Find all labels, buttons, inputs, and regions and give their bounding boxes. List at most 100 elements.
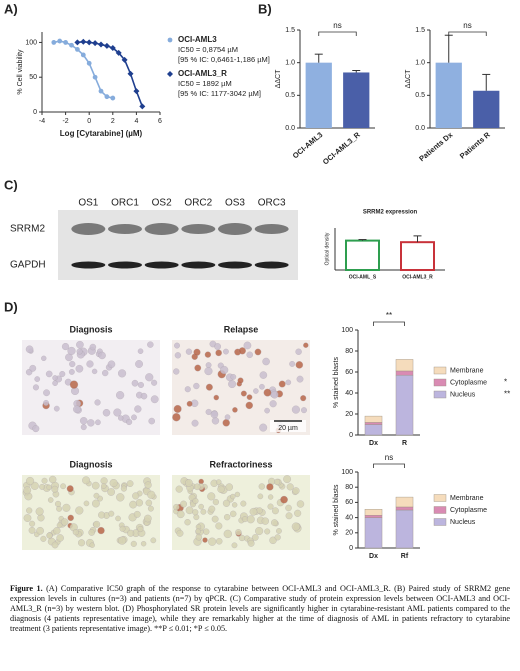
cell <box>261 517 269 525</box>
cell <box>53 405 60 412</box>
significance-bracket <box>373 321 405 326</box>
legend-label: OCI-AML3 <box>178 35 217 44</box>
legend-swatch <box>433 366 447 375</box>
series-line <box>53 40 113 99</box>
y-tick-label: 0.5 <box>415 92 425 99</box>
cell <box>53 527 61 535</box>
bar-segment <box>395 509 414 549</box>
y-tick-label: 1.5 <box>415 27 425 34</box>
cell <box>253 388 259 394</box>
cell <box>223 514 231 521</box>
cell <box>92 499 100 508</box>
point <box>57 38 63 44</box>
cell <box>76 348 83 355</box>
x-tick-label: Patients R <box>458 130 492 161</box>
cell <box>66 485 74 493</box>
cell <box>94 399 101 406</box>
cell <box>29 364 37 372</box>
cell <box>300 395 307 402</box>
cell <box>295 348 302 355</box>
cell <box>23 514 32 522</box>
y-tick-label: 60 <box>345 499 353 506</box>
cell <box>301 407 307 414</box>
blot-band <box>181 261 216 269</box>
blot-background <box>58 210 298 280</box>
cell <box>270 390 279 399</box>
x-tick-label: Dx <box>369 440 378 447</box>
cell <box>228 380 237 389</box>
cell <box>255 526 264 536</box>
x-tick-label: OCI-AML3_R <box>321 130 362 167</box>
point <box>80 38 87 45</box>
blot-lane-label: ORC2 <box>184 198 212 209</box>
y-tick-label: 0.5 <box>285 92 295 99</box>
annotation: ns <box>385 453 393 462</box>
cell <box>174 352 182 359</box>
cell <box>61 343 70 351</box>
y-tick-label: 40 <box>345 390 353 397</box>
cell <box>69 380 79 389</box>
cell <box>131 379 139 387</box>
cell <box>32 425 40 433</box>
cell <box>222 499 231 507</box>
cell <box>286 483 294 491</box>
cell <box>25 476 35 486</box>
cell <box>120 485 127 492</box>
legend-swatch <box>433 378 447 387</box>
cell <box>208 537 217 546</box>
cell <box>211 515 219 523</box>
cell <box>230 493 236 500</box>
cell <box>269 536 277 545</box>
y-tick-label: 1.5 <box>285 27 295 34</box>
cell <box>28 526 36 534</box>
cell <box>231 542 238 549</box>
cell <box>274 534 281 541</box>
x-tick-label: OCI-AML3_R <box>402 274 433 280</box>
point <box>86 39 93 46</box>
cell <box>26 507 33 514</box>
point <box>98 88 104 94</box>
cell <box>214 343 221 350</box>
cell <box>215 479 222 485</box>
cell <box>292 487 300 495</box>
cell <box>56 534 64 542</box>
x-tick-label: 6 <box>158 118 162 125</box>
cell <box>147 505 154 512</box>
caption-label: Figure 1. <box>10 584 43 593</box>
cell <box>198 503 204 510</box>
point <box>115 49 122 56</box>
point <box>98 41 104 48</box>
point <box>121 56 128 63</box>
cell <box>205 362 212 369</box>
x-tick-label: -2 <box>62 118 68 125</box>
x-tick-label: OCI-AML3 <box>291 130 325 160</box>
blot-lane-label: OS2 <box>152 198 172 209</box>
cell <box>224 414 231 420</box>
cell <box>52 375 58 381</box>
cell <box>89 343 97 351</box>
bar-segment <box>395 370 414 376</box>
cell <box>259 371 268 379</box>
cell <box>267 494 274 500</box>
cell <box>47 497 54 503</box>
cell <box>193 348 201 356</box>
cell <box>109 479 118 487</box>
cell <box>147 341 154 348</box>
cell <box>271 519 278 527</box>
cell <box>40 535 47 542</box>
point <box>92 74 98 80</box>
micrograph-title: Relapse <box>224 324 259 334</box>
cell <box>184 519 191 526</box>
cell <box>144 514 152 523</box>
cell <box>223 529 232 539</box>
blot-band <box>181 224 216 234</box>
bar <box>345 239 380 272</box>
cell <box>173 404 182 413</box>
legend-label: Nucleus <box>450 519 476 526</box>
cell <box>246 515 255 524</box>
annotation: ns <box>463 21 471 30</box>
cell <box>43 389 50 397</box>
bar-segment <box>395 496 414 508</box>
cell <box>235 529 242 536</box>
cell <box>289 361 296 367</box>
